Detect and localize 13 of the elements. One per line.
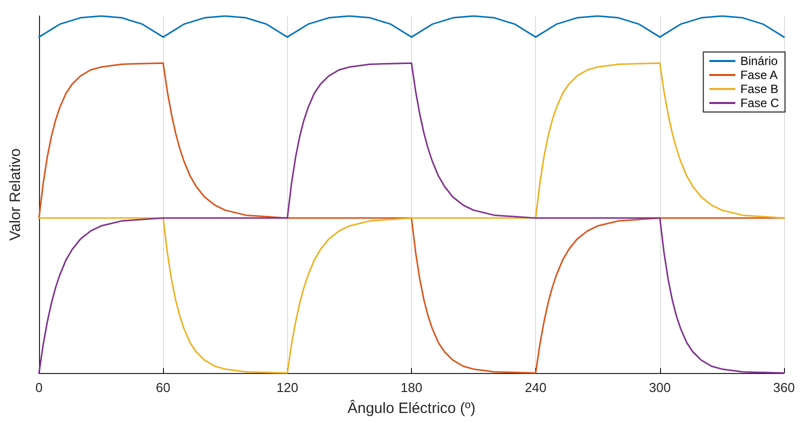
x-tick-label: 0: [35, 380, 43, 395]
x-tick-label: 360: [773, 380, 795, 395]
x-tick-label: 240: [524, 380, 547, 395]
legend-label: Fase B: [740, 82, 778, 96]
x-tick-label: 120: [276, 380, 298, 395]
legend-label: Fase A: [740, 68, 778, 82]
legend-label: Fase C: [740, 96, 780, 110]
y-axis-title: Valor Relativo: [7, 148, 24, 241]
x-tick-label: 180: [400, 380, 422, 395]
x-axis-title: Ângulo Eléctrico (º): [347, 399, 476, 417]
legend-label: Binário: [740, 54, 778, 68]
x-tick-label: 60: [156, 380, 170, 395]
x-tick-label: 300: [648, 380, 671, 395]
